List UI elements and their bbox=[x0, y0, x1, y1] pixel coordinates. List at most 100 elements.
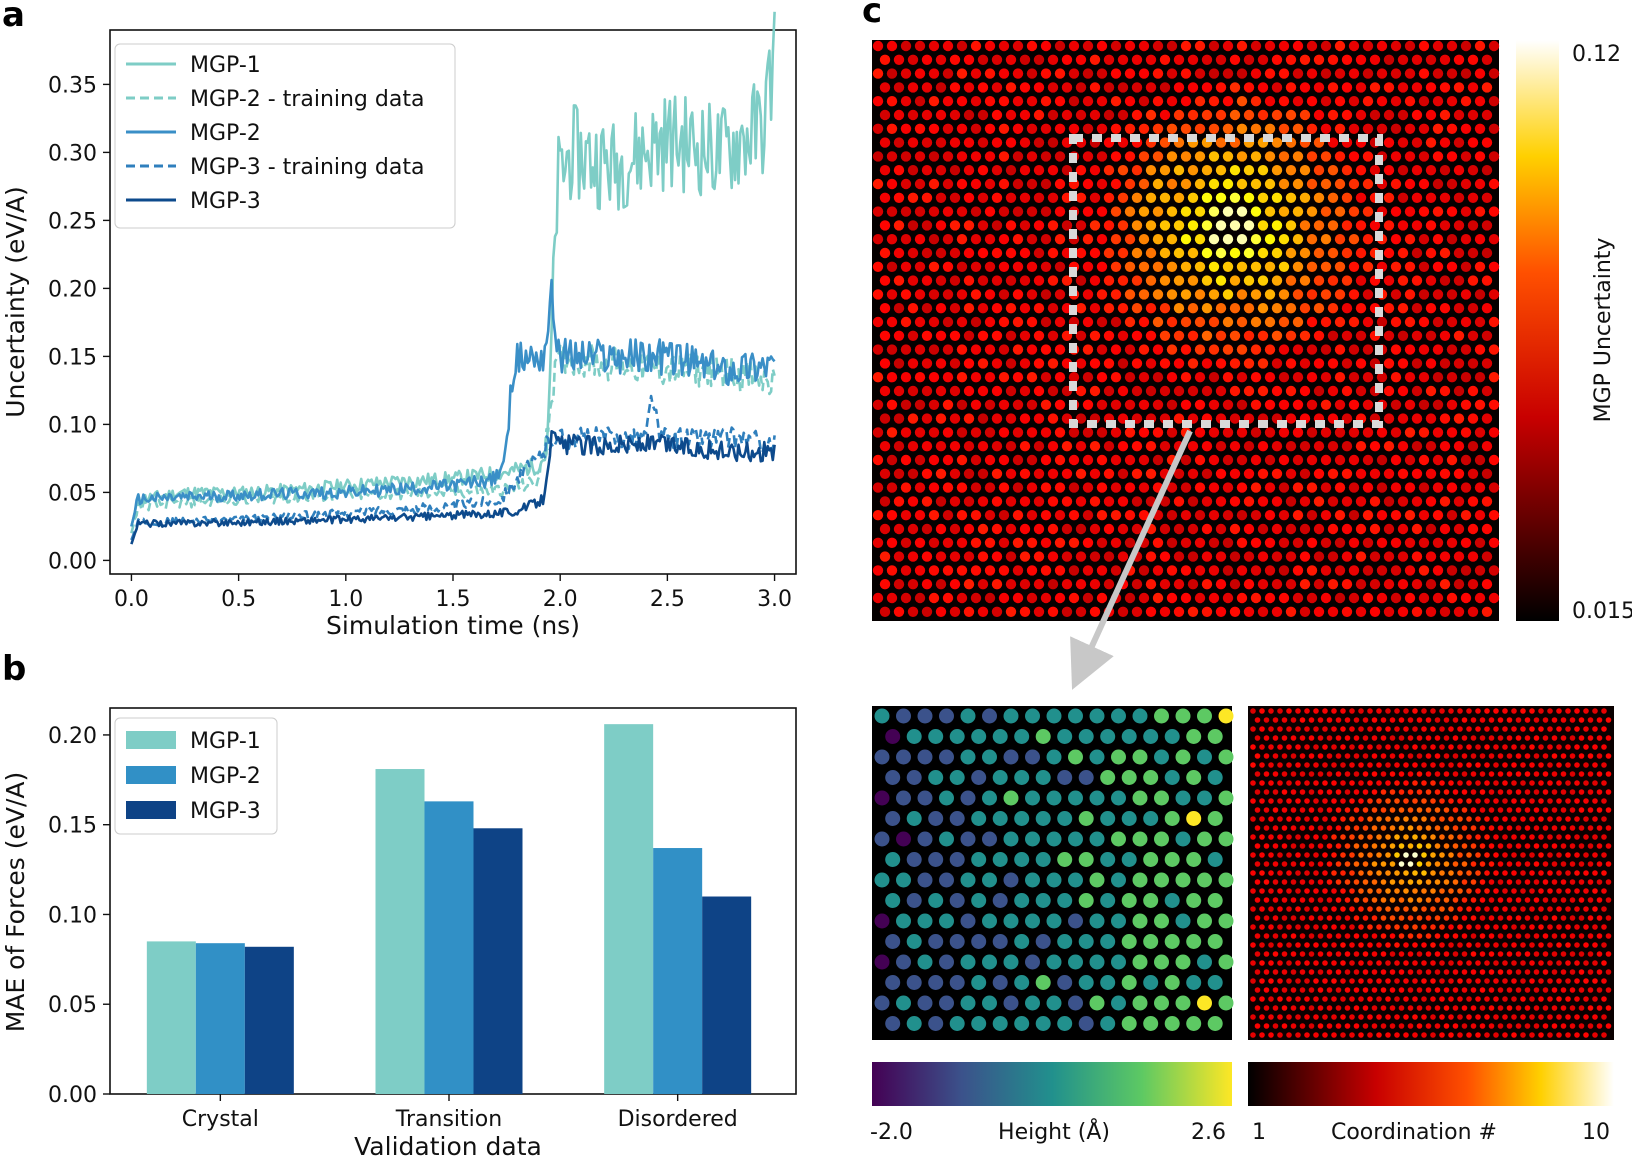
uncertainty-atom bbox=[1306, 454, 1318, 466]
coordination-atom bbox=[1605, 825, 1612, 831]
uncertainty-atom bbox=[1432, 96, 1444, 107]
height-atom bbox=[949, 893, 965, 908]
coordination-atom bbox=[1529, 744, 1535, 750]
uncertainty-atom bbox=[1313, 385, 1325, 397]
coordination-atom bbox=[1308, 1023, 1315, 1029]
coordination-atom bbox=[1344, 933, 1351, 939]
coordination-atom bbox=[1277, 708, 1283, 714]
coordination-atom bbox=[1565, 924, 1571, 930]
coordination-atom bbox=[1317, 1023, 1324, 1029]
coordination-atom bbox=[1407, 1005, 1414, 1011]
uncertainty-atom bbox=[1348, 261, 1360, 272]
uncertainty-atom bbox=[1201, 358, 1213, 369]
coordination-atom bbox=[1583, 762, 1589, 768]
coordination-atom bbox=[1290, 789, 1297, 795]
coordination-atom bbox=[1299, 825, 1306, 831]
coordination-atom bbox=[1547, 798, 1553, 804]
height-atom bbox=[1068, 954, 1083, 970]
uncertainty-atom bbox=[942, 289, 954, 300]
uncertainty-atom bbox=[900, 565, 912, 576]
height-atom bbox=[939, 708, 954, 724]
uncertainty-atom bbox=[1089, 192, 1101, 203]
uncertainty-atom bbox=[1145, 54, 1157, 65]
uncertainty-atom bbox=[1243, 82, 1255, 93]
uncertainty-atom bbox=[1390, 399, 1402, 410]
coordination-atom bbox=[1322, 816, 1328, 822]
coordination-atom bbox=[1353, 987, 1360, 993]
uncertainty-atom bbox=[1026, 537, 1038, 548]
coordination-atom bbox=[1403, 960, 1409, 966]
coordination-atom bbox=[1362, 825, 1369, 831]
coordination-atom bbox=[1484, 816, 1490, 822]
coordination-atom bbox=[1547, 942, 1553, 948]
coordination-atom bbox=[1515, 717, 1522, 723]
coordination-atom bbox=[1484, 762, 1490, 768]
uncertainty-atom bbox=[1439, 523, 1451, 535]
uncertainty-atom bbox=[907, 579, 919, 590]
coordination-atom bbox=[1268, 1032, 1274, 1038]
coordination-atom bbox=[1326, 807, 1333, 813]
uncertainty-atom bbox=[1089, 220, 1101, 231]
coordination-atom bbox=[1430, 924, 1436, 930]
height-atom bbox=[1164, 893, 1180, 908]
uncertainty-atom bbox=[1292, 123, 1304, 134]
coordination-atom bbox=[1335, 897, 1342, 903]
coordination-atom bbox=[1452, 771, 1459, 777]
uncertainty-atom bbox=[1019, 165, 1031, 176]
coordination-atom bbox=[1416, 1005, 1423, 1011]
coordination-atom bbox=[1605, 717, 1612, 723]
height-atom bbox=[1089, 913, 1105, 929]
coordination-atom bbox=[1250, 942, 1256, 948]
uncertainty-atom bbox=[1110, 482, 1122, 493]
coordination-atom bbox=[1452, 789, 1459, 795]
uncertainty-atom bbox=[977, 247, 989, 259]
uncertainty-atom bbox=[1383, 165, 1395, 176]
uncertainty-atom bbox=[900, 289, 912, 300]
height-atom bbox=[1207, 811, 1223, 826]
coordination-atom bbox=[1403, 708, 1409, 714]
uncertainty-atom bbox=[984, 178, 996, 190]
uncertainty-atom bbox=[1005, 192, 1017, 203]
uncertainty-atom bbox=[1145, 247, 1157, 259]
uncertainty-atom bbox=[1313, 330, 1325, 341]
uncertainty-atom bbox=[1138, 289, 1150, 300]
coordination-atom bbox=[1412, 798, 1418, 804]
uncertainty-atom bbox=[1376, 482, 1388, 493]
height-atom bbox=[1003, 749, 1019, 765]
coordination-atom bbox=[1448, 744, 1454, 750]
coordination-atom bbox=[1605, 771, 1612, 777]
uncertainty-atom bbox=[1026, 206, 1038, 217]
uncertainty-atom bbox=[1348, 206, 1360, 217]
uncertainty-atom bbox=[1201, 109, 1213, 121]
uncertainty-atom bbox=[1222, 206, 1234, 217]
uncertainty-atom bbox=[1243, 247, 1255, 259]
coordination-atom bbox=[1362, 987, 1369, 993]
coordination-atom bbox=[1484, 744, 1490, 750]
uncertainty-atom bbox=[1215, 606, 1227, 617]
coordination-atom bbox=[1461, 897, 1468, 903]
uncertainty-atom bbox=[998, 510, 1010, 521]
uncertainty-atom bbox=[1341, 220, 1353, 231]
uncertainty-atom bbox=[949, 137, 961, 148]
uncertainty-atom bbox=[1460, 234, 1472, 245]
bar-1-1 bbox=[424, 801, 474, 1094]
uncertainty-atom bbox=[1432, 592, 1444, 604]
uncertainty-atom bbox=[1201, 606, 1213, 617]
coordination-atom bbox=[1542, 753, 1549, 759]
coordination-atom bbox=[1376, 726, 1382, 732]
coordination-atom bbox=[1578, 933, 1585, 939]
coordination-atom bbox=[1443, 843, 1450, 849]
uncertainty-atom bbox=[1208, 372, 1220, 383]
uncertainty-atom bbox=[1194, 40, 1206, 52]
coordination-atom bbox=[1263, 753, 1270, 759]
coordination-atom bbox=[1502, 942, 1508, 948]
uncertainty-atom bbox=[1152, 151, 1164, 162]
uncertainty-atom bbox=[1404, 510, 1416, 521]
uncertainty-atom bbox=[935, 358, 947, 369]
uncertainty-atom bbox=[1313, 192, 1325, 203]
coordination-atom bbox=[1448, 852, 1454, 858]
uncertainty-atom bbox=[1033, 303, 1045, 314]
uncertainty-atom bbox=[998, 427, 1010, 438]
coordination-atom bbox=[1407, 807, 1414, 813]
uncertainty-atom bbox=[1103, 247, 1115, 259]
